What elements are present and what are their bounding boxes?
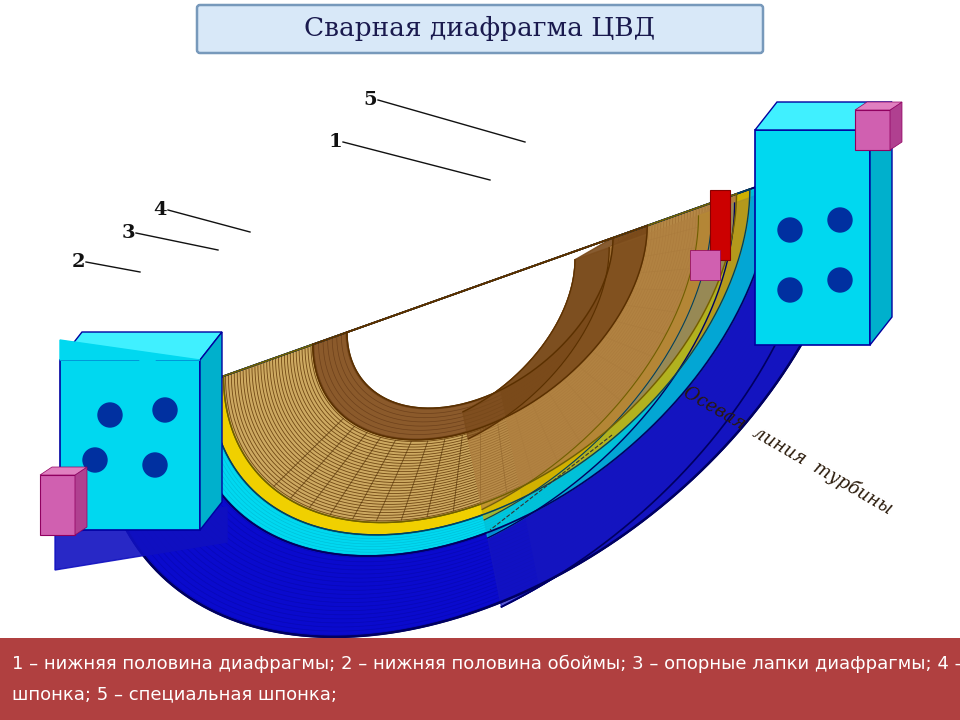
Circle shape — [828, 268, 852, 292]
Text: 4: 4 — [154, 201, 167, 219]
Circle shape — [778, 278, 802, 302]
Bar — [0, 638, 960, 720]
Circle shape — [98, 403, 122, 427]
Circle shape — [143, 453, 167, 477]
Polygon shape — [690, 250, 720, 280]
Circle shape — [828, 208, 852, 232]
Text: Осевая  линия  турбины: Осевая линия турбины — [680, 382, 896, 518]
Polygon shape — [482, 211, 711, 520]
Polygon shape — [468, 216, 699, 510]
Polygon shape — [468, 225, 647, 439]
Polygon shape — [488, 172, 822, 607]
Polygon shape — [506, 194, 736, 487]
Polygon shape — [755, 102, 892, 130]
Polygon shape — [526, 150, 860, 585]
Polygon shape — [488, 181, 773, 538]
Polygon shape — [710, 190, 730, 260]
Polygon shape — [870, 102, 892, 345]
Polygon shape — [60, 340, 200, 370]
Polygon shape — [40, 475, 75, 535]
Text: шпонка; 5 – специальная шпонка;: шпонка; 5 – специальная шпонка; — [12, 685, 337, 703]
Polygon shape — [855, 102, 902, 110]
Polygon shape — [890, 102, 902, 150]
Polygon shape — [855, 110, 890, 150]
Polygon shape — [55, 507, 227, 570]
Text: 5: 5 — [363, 91, 377, 109]
Polygon shape — [60, 332, 222, 360]
Polygon shape — [482, 194, 736, 510]
Polygon shape — [501, 225, 647, 417]
Polygon shape — [40, 467, 87, 475]
Text: 2: 2 — [71, 253, 84, 271]
Polygon shape — [755, 130, 870, 345]
Polygon shape — [482, 194, 736, 510]
Polygon shape — [484, 189, 750, 520]
Polygon shape — [484, 189, 750, 520]
Text: 1 – нижняя половина диафрагмы; 2 – нижняя половина обоймы; 3 – опорные лапки диа: 1 – нижняя половина диафрагмы; 2 – нижня… — [12, 655, 960, 673]
Polygon shape — [463, 248, 610, 439]
Polygon shape — [200, 332, 222, 530]
Polygon shape — [187, 181, 773, 556]
Circle shape — [153, 398, 177, 422]
Circle shape — [778, 218, 802, 242]
Polygon shape — [520, 189, 750, 498]
FancyBboxPatch shape — [197, 5, 763, 53]
Polygon shape — [210, 189, 750, 535]
Circle shape — [83, 448, 107, 472]
Text: 3: 3 — [121, 224, 134, 242]
Polygon shape — [522, 181, 773, 516]
Polygon shape — [468, 225, 647, 439]
Polygon shape — [501, 150, 860, 607]
Polygon shape — [224, 194, 736, 523]
Polygon shape — [75, 467, 87, 535]
Polygon shape — [488, 181, 773, 538]
Text: Сварная диафрагма ЦВД: Сварная диафрагма ЦВД — [304, 16, 656, 40]
Polygon shape — [463, 238, 613, 412]
Polygon shape — [60, 360, 200, 530]
Polygon shape — [313, 225, 647, 440]
Polygon shape — [100, 150, 860, 637]
Text: 1: 1 — [328, 133, 342, 151]
Polygon shape — [484, 203, 734, 538]
